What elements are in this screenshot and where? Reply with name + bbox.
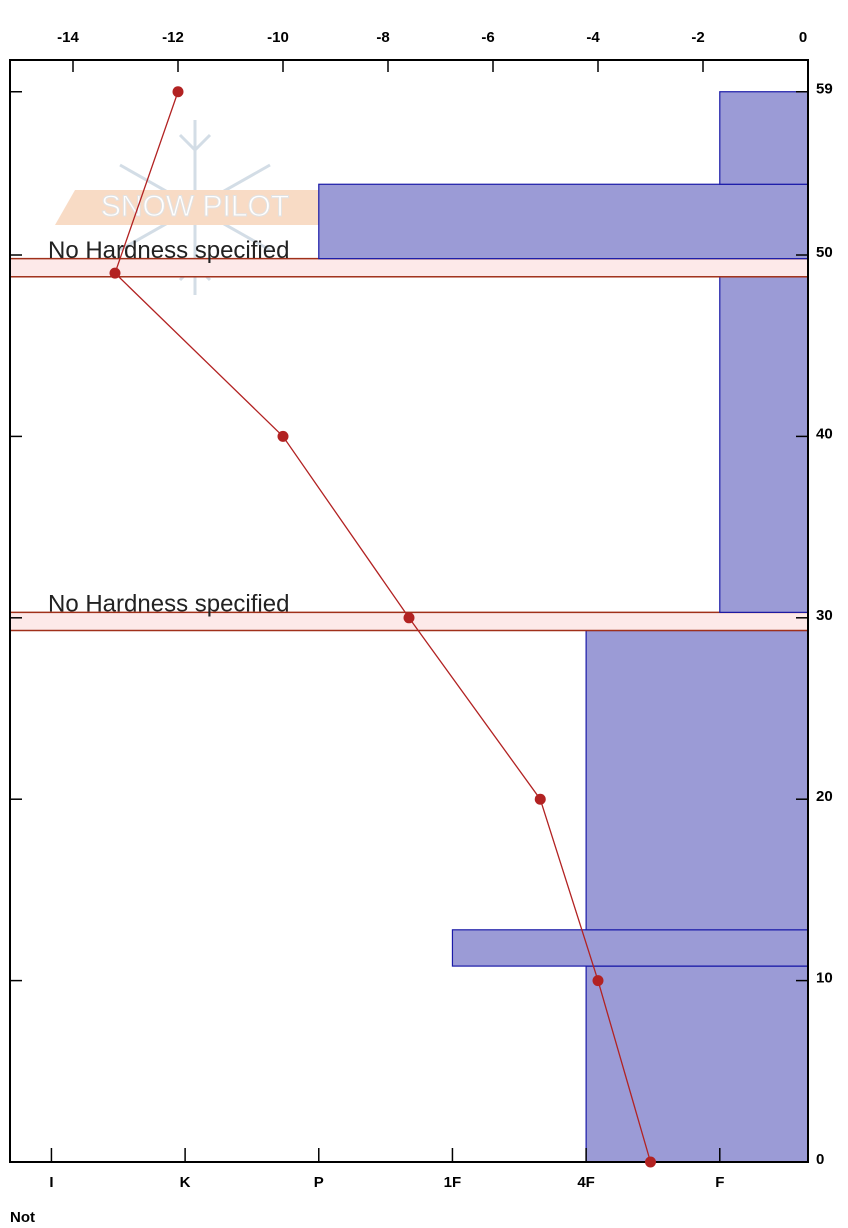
hardness-tick-label: 1F <box>444 1174 462 1191</box>
plot-frame <box>9 59 809 1163</box>
temperature-point <box>645 1156 656 1168</box>
y-tick-label: 59 <box>816 81 833 98</box>
x-tick-label: -14 <box>57 29 79 46</box>
x-tick-label: -6 <box>481 29 494 46</box>
y-tick-label: 30 <box>816 607 833 624</box>
hardness-tick-label: P <box>314 1174 324 1191</box>
no-hardness-label: No Hardness specified <box>48 237 289 264</box>
x-tick-label: -8 <box>376 29 389 46</box>
hardness-tick-label: 4F <box>577 1174 595 1191</box>
no-hardness-label: No Hardness specified <box>48 591 289 618</box>
hardness-bar <box>585 965 809 1163</box>
y-tick-label: 20 <box>816 788 833 805</box>
x-tick-label: -12 <box>162 29 184 46</box>
hardness-bar <box>318 183 809 260</box>
x-tick-label: -10 <box>267 29 289 46</box>
footer: Not <box>10 1209 35 1223</box>
hardness-bar <box>719 276 809 613</box>
temperature-point <box>534 793 546 805</box>
watermark: SNOW PILOT <box>55 120 340 295</box>
watermark-text: SNOW PILOT <box>101 190 289 223</box>
x-tick-label: -2 <box>691 29 704 46</box>
temperature-point <box>592 975 604 987</box>
y-tick-label: 0 <box>816 1151 824 1168</box>
hardness-tick-label: K <box>180 1174 191 1191</box>
hardness-tick-label: I <box>49 1174 53 1191</box>
y-tick-label: 50 <box>816 244 833 261</box>
hardness-tick-label: F <box>715 1174 724 1191</box>
temperature-point <box>403 612 415 624</box>
x-tick-label: 0 <box>799 29 807 46</box>
hardness-bar <box>719 91 809 185</box>
watermark-banner <box>55 190 340 225</box>
temperature-point <box>172 86 184 98</box>
hardness-bar <box>451 929 809 967</box>
hardness-bar <box>585 629 809 931</box>
temperature-point <box>277 430 289 442</box>
y-tick-label: 10 <box>816 970 833 987</box>
x-tick-label: -4 <box>586 29 600 46</box>
y-tick-label: 40 <box>816 425 833 442</box>
temperature-point <box>109 267 121 279</box>
